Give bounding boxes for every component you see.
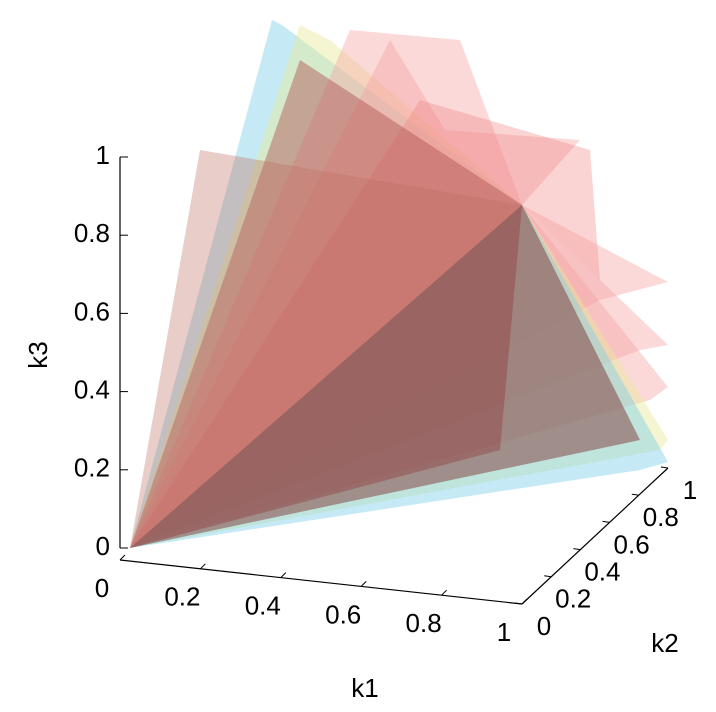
y-tick [514, 602, 523, 605]
y-tick-label: 0 [537, 611, 551, 641]
surface [130, 40, 580, 548]
z-tick-label: 0 [96, 531, 110, 561]
y-tick-label: 1 [683, 475, 697, 505]
surfaces [130, 20, 668, 548]
surface [130, 100, 600, 548]
x-tick-label: 0.6 [325, 599, 361, 629]
x-tick [200, 563, 206, 570]
x-tick-label: 0.2 [164, 582, 200, 612]
y-tick-label: 0.6 [614, 529, 650, 559]
x-tick [280, 572, 287, 578]
z-axis-label: k3 [23, 341, 53, 368]
y-tick [602, 520, 610, 523]
y-tick [544, 575, 552, 578]
surface [130, 60, 522, 548]
z-tick-label: 0.2 [74, 453, 110, 483]
y-tick-label: 0.2 [555, 584, 591, 614]
y-tick-label: 0.4 [584, 556, 620, 586]
x-tick [119, 554, 126, 561]
y-tick [573, 548, 581, 551]
x-axis-label: k1 [351, 673, 378, 703]
z-tick-label: 1 [96, 140, 110, 170]
surface [130, 205, 640, 548]
x-tick [360, 581, 367, 587]
y-tick-label: 0.8 [643, 502, 679, 532]
x-tick-label: 0.8 [406, 608, 442, 638]
y-axis [521, 467, 669, 605]
x-tick-label: 1 [497, 617, 511, 647]
x-tick [521, 598, 528, 605]
y-tick [631, 493, 639, 496]
x-tick [441, 589, 447, 596]
z-tick-label: 0.8 [74, 218, 110, 248]
surface [130, 150, 522, 548]
surface [130, 20, 522, 548]
z-tick-label: 0.6 [74, 296, 110, 326]
x-tick-label: 0 [95, 573, 109, 603]
y-axis-label: k2 [651, 628, 678, 658]
surface [130, 205, 522, 548]
z-tick-label: 0.4 [74, 374, 110, 404]
surface [130, 30, 522, 548]
surface [130, 25, 522, 548]
x-tick-label: 0.4 [245, 590, 281, 620]
x-axis [119, 559, 523, 605]
y-tick [660, 466, 669, 469]
